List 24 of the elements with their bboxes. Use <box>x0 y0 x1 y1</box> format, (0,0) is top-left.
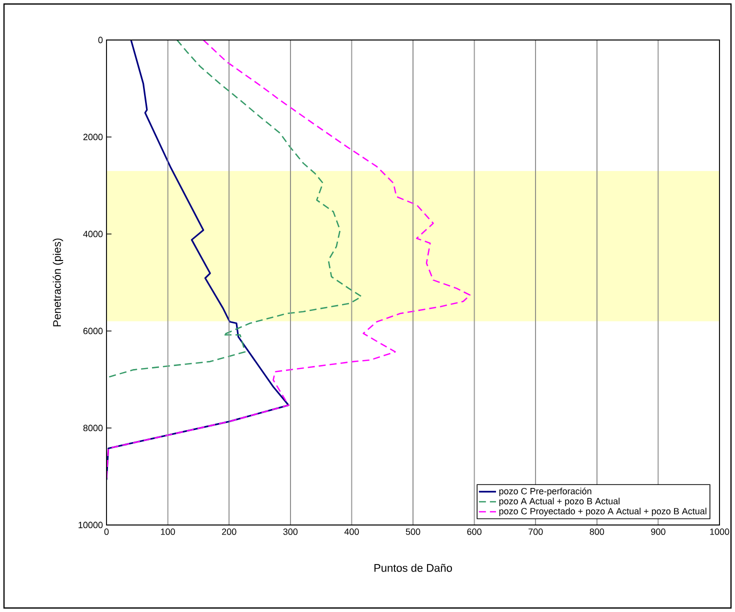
x-tick-label: 0 <box>104 528 109 535</box>
x-tick-label: 100 <box>160 528 175 535</box>
y-tick-label: 4000 <box>83 230 103 238</box>
legend-label: pozo C Pre-perforación <box>499 488 592 496</box>
y-tick-label: 2000 <box>83 134 103 140</box>
y-tick-label: 6000 <box>83 328 103 334</box>
x-tick-label: 1000 <box>710 528 730 535</box>
y-axis-title: Penetración (pies) <box>52 238 64 326</box>
line-series <box>106 40 362 378</box>
x-tick-label: 800 <box>590 528 604 535</box>
legend-label: pozo A Actual + pozo B Actual <box>499 498 620 506</box>
x-tick-label: 600 <box>467 528 482 535</box>
x-tick-label: 400 <box>344 528 359 535</box>
x-tick-label: 200 <box>222 528 236 535</box>
y-tick-label: 10000 <box>78 522 103 528</box>
x-tick-label: 500 <box>406 528 420 535</box>
x-tick-label: 700 <box>528 528 543 535</box>
legend-label: pozo C Proyectado + pozo A Actual + pozo B Actual <box>499 508 706 516</box>
y-tick-label: 8000 <box>83 424 103 432</box>
y-tick-label: 0 <box>98 36 103 44</box>
line-series <box>106 40 290 481</box>
x-axis-title: Puntos de Daño <box>374 564 452 572</box>
x-tick-label: 300 <box>283 528 298 535</box>
x-tick-label: 900 <box>651 528 666 535</box>
